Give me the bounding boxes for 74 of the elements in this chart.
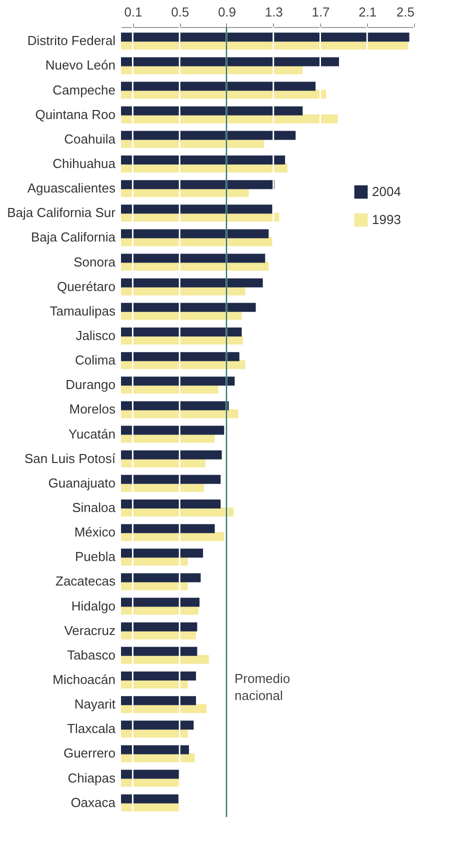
y-tick-label: Oaxaca bbox=[70, 794, 116, 810]
y-tick-label: Tamaulipas bbox=[50, 303, 116, 318]
bar bbox=[121, 500, 221, 509]
y-tick-label: Yucatán bbox=[68, 426, 116, 442]
bar bbox=[121, 426, 224, 435]
bar bbox=[121, 401, 229, 410]
y-tick-label: Guanajuato bbox=[48, 475, 116, 490]
bar bbox=[121, 450, 222, 460]
ref-line-label: Promedio nacional bbox=[234, 670, 290, 703]
y-tick-label: Puebla bbox=[75, 549, 116, 564]
bar bbox=[121, 474, 221, 484]
bar bbox=[121, 106, 303, 116]
bar bbox=[121, 130, 296, 140]
x-tick-label: 0.5 bbox=[171, 4, 190, 20]
y-tick-label: Baja California Sur bbox=[7, 205, 116, 220]
y-tick-label: Tlaxcala bbox=[67, 721, 116, 736]
bar bbox=[121, 524, 215, 534]
bar bbox=[121, 646, 198, 656]
bar bbox=[121, 82, 316, 91]
bar bbox=[121, 278, 263, 288]
bar bbox=[121, 720, 194, 730]
y-tick-label: Aguascalientes bbox=[27, 180, 116, 196]
bar bbox=[121, 745, 189, 754]
bar bbox=[121, 352, 240, 362]
y-tick-label: México bbox=[74, 524, 116, 540]
y-tick-label: Distrito Federal bbox=[27, 33, 116, 48]
bar bbox=[121, 204, 272, 214]
bar bbox=[121, 302, 256, 312]
y-tick-label: Nuevo León bbox=[45, 58, 116, 73]
legend-label: 1993 bbox=[372, 212, 401, 227]
y-tick-label: Hidalgo bbox=[71, 598, 116, 614]
x-tick-label: 0.9 bbox=[218, 4, 236, 20]
bar bbox=[121, 598, 200, 607]
y-tick-label: Sonora bbox=[74, 254, 116, 270]
bar bbox=[121, 672, 196, 681]
bar bbox=[121, 573, 201, 582]
y-tick-label: Nayarit bbox=[74, 696, 116, 712]
bar bbox=[121, 376, 235, 386]
y-tick-label: Baja California bbox=[30, 230, 116, 245]
y-tick-label: Guerrero bbox=[63, 746, 116, 761]
bar bbox=[121, 622, 198, 632]
y-tick-label: Tabasco bbox=[67, 647, 116, 662]
y-tick-label: Michoacán bbox=[52, 672, 116, 688]
bar bbox=[121, 770, 180, 779]
y-tick-label: Quintana Roo bbox=[35, 106, 116, 122]
bar bbox=[121, 696, 196, 706]
y-tick-label: Jalisco bbox=[76, 328, 116, 343]
x-tick-label: 2.5 bbox=[396, 4, 414, 20]
x-tick-label: 1.7 bbox=[312, 4, 330, 20]
x-tick-label: 1.3 bbox=[264, 4, 283, 20]
y-tick-label: Veracruz bbox=[64, 622, 116, 638]
bar bbox=[121, 155, 286, 164]
bar bbox=[121, 180, 275, 190]
bar bbox=[121, 327, 242, 336]
y-tick-label: Colima bbox=[75, 352, 116, 368]
x-tick-label: 0.1 bbox=[124, 4, 142, 20]
x-tick-label: 2.1 bbox=[358, 4, 377, 20]
bar bbox=[121, 57, 339, 66]
y-tick-label: Coahuila bbox=[64, 131, 116, 146]
y-tick-label: Campeche bbox=[52, 82, 116, 98]
y-tick-label: Sinaloa bbox=[72, 500, 116, 516]
y-tick-label: Zacatecas bbox=[56, 574, 116, 589]
bar bbox=[121, 548, 204, 558]
legend-label: 2004 bbox=[372, 184, 401, 199]
y-tick-label: Chiapas bbox=[68, 770, 116, 786]
y-tick-label: San Luis Potosí bbox=[24, 450, 116, 466]
y-tick-label: Querétaro bbox=[56, 278, 116, 294]
bar bbox=[121, 32, 410, 42]
y-tick-label: Durango bbox=[66, 377, 116, 392]
y-tick-label: Morelos bbox=[69, 402, 116, 417]
y-tick-label: Chihuahua bbox=[52, 156, 116, 171]
bar bbox=[121, 254, 266, 263]
bar bbox=[121, 794, 178, 804]
bar bbox=[121, 229, 269, 238]
